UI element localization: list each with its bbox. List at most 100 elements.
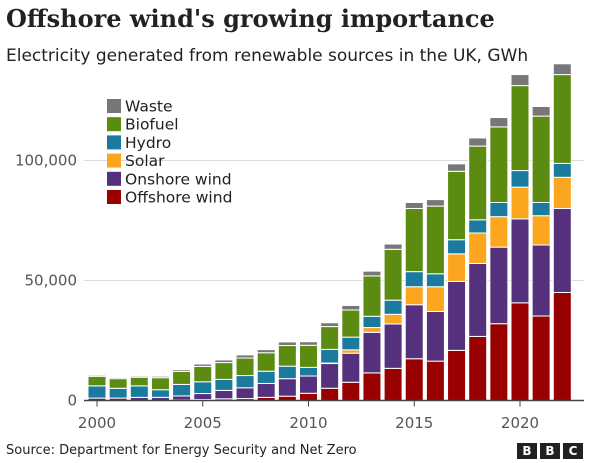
bar-segment-onshore-wind xyxy=(362,331,382,374)
bar-segment-hydro xyxy=(425,273,445,288)
x-tick-label: 2010 xyxy=(289,414,327,432)
bar-segment-solar xyxy=(447,253,467,282)
bar-segment-hydro xyxy=(531,202,551,217)
bar-segment-offshore-wind xyxy=(425,360,445,402)
bar-segment-solar xyxy=(510,186,530,220)
bar-segment-offshore-wind xyxy=(404,358,424,401)
bar-segment-offshore-wind xyxy=(320,387,340,402)
bar-segment-offshore-wind xyxy=(362,372,382,401)
bar-segment-offshore-wind xyxy=(468,335,488,402)
bar-segment-offshore-wind xyxy=(531,315,551,401)
bar-segment-solar xyxy=(425,286,445,312)
bar-segment-waste xyxy=(383,243,403,250)
bar-segment-solar xyxy=(341,349,361,354)
bar-segment-biofuel xyxy=(214,362,234,380)
bar-segment-solar xyxy=(531,215,551,246)
bar-segment-hydro xyxy=(447,239,467,255)
bar-segment-onshore-wind xyxy=(214,389,234,400)
bar-segment-offshore-wind xyxy=(299,392,318,401)
x-tick-label: 2020 xyxy=(501,414,539,432)
bar-segment-biofuel xyxy=(172,370,192,385)
bar-segment-waste xyxy=(552,63,572,76)
bar-segment-solar xyxy=(383,313,403,325)
logo-letter-b1: B xyxy=(517,443,537,459)
bar-segment-biofuel xyxy=(87,375,107,387)
bar-segment-onshore-wind xyxy=(531,244,551,317)
bar-segment-biofuel xyxy=(362,275,382,317)
bar-segment-onshore-wind xyxy=(299,375,318,394)
legend-label: Solar xyxy=(125,152,165,170)
bar-segment-hydro xyxy=(489,202,509,218)
y-tick-label: 100,000 xyxy=(15,152,77,170)
bar-segment-waste xyxy=(277,341,297,347)
bar-segment-solar xyxy=(404,286,424,306)
bar-segment-offshore-wind xyxy=(447,349,467,401)
bar-segment-offshore-wind xyxy=(510,302,530,402)
chart-title: Offshore wind's growing importance xyxy=(6,4,495,33)
bar-segment-hydro xyxy=(510,170,530,188)
bar-segment-waste xyxy=(129,375,149,378)
bar-segment-waste xyxy=(404,202,424,209)
bar-segment-hydro xyxy=(404,271,424,288)
bar-segment-biofuel xyxy=(256,352,276,372)
bar-segment-hydro xyxy=(277,365,297,380)
bar-segment-waste xyxy=(235,354,255,359)
bar-segment-hydro xyxy=(87,385,107,399)
bar-segment-onshore-wind xyxy=(447,280,467,351)
bar-segment-onshore-wind xyxy=(468,262,488,337)
bar-segment-hydro xyxy=(362,315,382,329)
y-tick-label: 0 xyxy=(67,392,77,410)
bar-segment-onshore-wind xyxy=(235,387,255,400)
bar-segment-waste xyxy=(447,163,467,172)
bar-segment-biofuel xyxy=(235,357,255,377)
bar-segment-hydro xyxy=(235,375,255,389)
bar-segment-biofuel xyxy=(489,126,509,203)
legend-swatch xyxy=(107,135,121,150)
axes: 0 50,000 100,000 2000 2005 2010 2015 2020 xyxy=(15,152,584,432)
bar-segment-waste xyxy=(299,341,318,346)
bar-segment-hydro xyxy=(214,378,234,391)
legend-swatch xyxy=(107,171,121,186)
bar-segment-hydro xyxy=(172,383,192,397)
bar-segment-hydro xyxy=(256,370,276,384)
bar-segment-waste xyxy=(193,363,213,367)
legend-label: Offshore wind xyxy=(125,189,232,207)
bar-segment-solar xyxy=(362,327,382,333)
bar-segment-waste xyxy=(150,375,170,379)
bar-segment-offshore-wind xyxy=(341,381,361,402)
bar-segment-waste xyxy=(87,374,107,377)
bar-segment-hydro xyxy=(320,348,340,364)
bar-segment-hydro xyxy=(129,385,149,398)
bar-segment-waste xyxy=(362,270,382,277)
bar-segment-onshore-wind xyxy=(489,246,509,325)
bar-segment-biofuel xyxy=(299,344,318,368)
bar-segment-hydro xyxy=(383,299,403,315)
bar-segment-waste xyxy=(425,199,445,207)
bar-segment-hydro xyxy=(193,381,213,395)
x-tick-label: 2000 xyxy=(78,414,116,432)
legend-swatch xyxy=(107,190,121,204)
bar-segment-biofuel xyxy=(150,377,170,391)
bar-segment-onshore-wind xyxy=(172,395,192,401)
bar-segment-biofuel xyxy=(129,376,149,387)
legend-label: Hydro xyxy=(125,134,171,152)
logo-letter-b2: B xyxy=(540,443,560,459)
bar-segment-onshore-wind xyxy=(404,304,424,360)
bar-segment-onshore-wind xyxy=(277,378,297,397)
bar-segment-biofuel xyxy=(193,365,213,383)
bar-segment-hydro xyxy=(341,336,361,351)
bar-segment-offshore-wind xyxy=(552,292,572,401)
bar-segment-hydro xyxy=(552,162,572,178)
bar-segment-biofuel xyxy=(277,345,297,367)
bar-segment-biofuel xyxy=(425,205,445,275)
bar-segment-onshore-wind xyxy=(425,310,445,362)
bars xyxy=(87,63,572,402)
bar-segment-waste xyxy=(510,74,530,87)
bar-segment-waste xyxy=(108,376,128,380)
bar-segment-waste xyxy=(468,137,488,147)
bbc-logo: B B C xyxy=(517,443,583,459)
legend-label: Onshore wind xyxy=(125,170,232,188)
x-tick-label: 2005 xyxy=(184,414,222,432)
stacked-bar-chart: 0 50,000 100,000 2000 2005 2010 2015 2020 Waste… xyxy=(15,63,584,432)
